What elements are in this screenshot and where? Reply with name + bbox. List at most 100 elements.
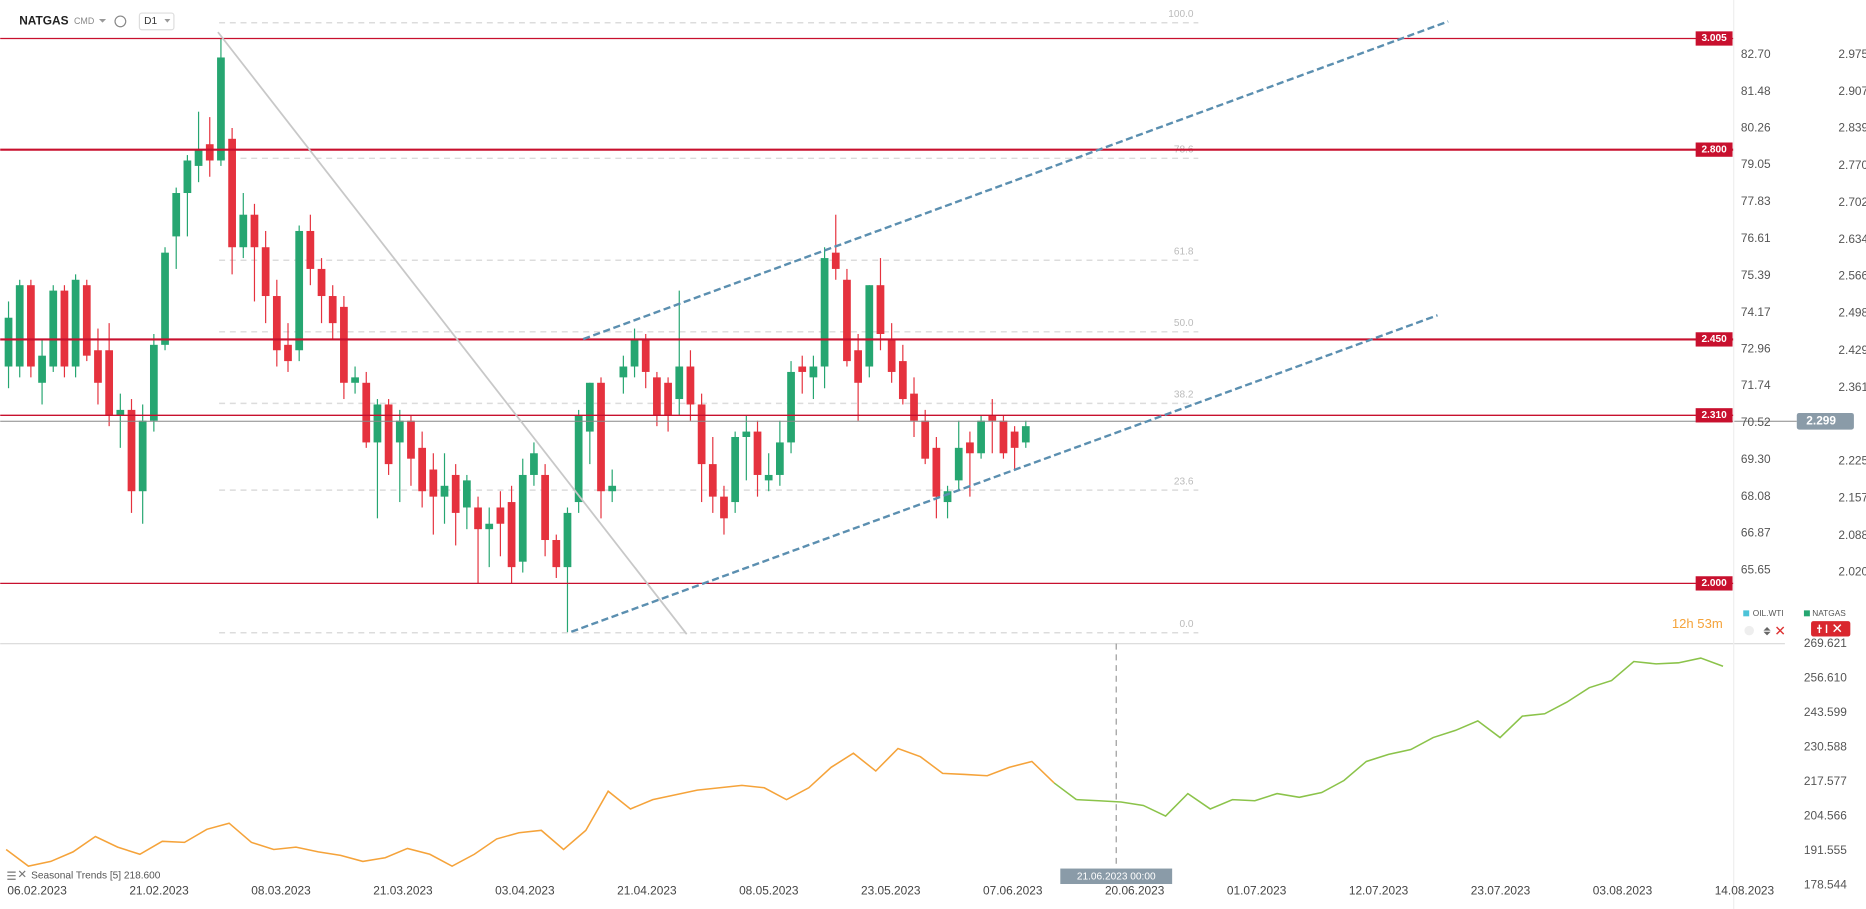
candle-body xyxy=(630,339,639,367)
candle-body xyxy=(563,512,572,568)
candle-body xyxy=(764,474,773,481)
x-tick-label: 03.08.2023 xyxy=(1593,883,1653,897)
candle-body xyxy=(105,350,114,416)
candle-body xyxy=(317,268,326,297)
legend-button-icon xyxy=(1817,624,1842,633)
interval-box[interactable] xyxy=(138,12,175,31)
candle-body xyxy=(653,377,661,416)
seasonal-line xyxy=(5,747,1055,868)
candle-body xyxy=(228,138,236,248)
candle-body xyxy=(127,409,136,492)
y2-tick-label: 80.26 xyxy=(1741,121,1771,135)
dropdown-arrow[interactable] xyxy=(164,19,171,23)
x-tick-label: 20.06.2023 xyxy=(1105,883,1165,897)
candle-body xyxy=(328,296,337,324)
candle-body xyxy=(194,149,203,166)
seasonal-line xyxy=(1076,657,1724,818)
indicator-label: Seasonal Trends [5] 218.600 xyxy=(31,870,161,881)
candle-body xyxy=(205,144,214,161)
y-tick-label: 2.225 xyxy=(1838,454,1866,468)
legend-control[interactable] xyxy=(1763,627,1771,636)
candle-body xyxy=(496,507,505,524)
candle-body xyxy=(597,382,605,492)
legend-swatch xyxy=(1743,610,1750,617)
y2-tick-label: 75.39 xyxy=(1741,268,1771,282)
indicator-value: 218.600 xyxy=(124,870,161,881)
crosshair-label: 21.06.2023 00:00 xyxy=(1077,872,1156,883)
candle-body xyxy=(462,480,471,508)
candle-body xyxy=(619,366,628,378)
candle-body xyxy=(71,279,80,367)
candle-body xyxy=(362,382,371,443)
x-tick-label: 03.04.2023 xyxy=(495,883,555,897)
fib-label: 100.0 xyxy=(1168,9,1194,20)
price-level-box xyxy=(1695,408,1733,423)
channel-lower[interactable] xyxy=(570,314,1438,633)
candle-body xyxy=(440,485,449,497)
interval[interactable]: D1 xyxy=(144,16,157,27)
candle-body xyxy=(608,485,617,492)
info-icon[interactable] xyxy=(114,15,127,28)
candle-body xyxy=(541,474,549,541)
x-tick-label: 21.03.2023 xyxy=(373,883,433,897)
legend-close[interactable] xyxy=(1776,626,1785,635)
candle-body xyxy=(261,247,270,297)
candle-body xyxy=(485,523,494,530)
candle-body xyxy=(966,442,974,454)
price-level-label: 2.310 xyxy=(1701,410,1727,421)
candle-body xyxy=(340,306,348,383)
candle-body xyxy=(116,409,125,416)
candle-body xyxy=(753,431,762,475)
legend-button[interactable] xyxy=(1811,621,1851,637)
candle-body xyxy=(518,474,527,562)
candle-body xyxy=(60,290,69,367)
channel-upper[interactable] xyxy=(582,20,1449,341)
y-tick-label: 2.566 xyxy=(1838,269,1866,283)
fib-label: 61.8 xyxy=(1174,247,1194,258)
x-tick-label: 06.02.2023 xyxy=(7,883,67,897)
candle-body xyxy=(149,344,158,421)
price-level-box xyxy=(1695,576,1733,591)
candle-body xyxy=(474,507,482,530)
legend-entry[interactable]: OIL.WTI xyxy=(1753,608,1784,618)
indicator-close[interactable] xyxy=(18,870,26,878)
instrument-type: CMD xyxy=(74,16,94,26)
legend-control[interactable] xyxy=(1744,625,1754,636)
trend-line[interactable] xyxy=(217,31,688,635)
indicator-icon[interactable] xyxy=(7,871,16,880)
candle-body xyxy=(82,285,91,356)
y2-tick-label: 77.83 xyxy=(1741,194,1771,208)
candle-body xyxy=(407,420,415,459)
candle-body xyxy=(574,415,583,503)
candle-body xyxy=(932,447,941,497)
candle-body xyxy=(664,382,672,416)
x-tick-label: 01.07.2023 xyxy=(1227,883,1287,897)
x-tick-label: 12.07.2023 xyxy=(1349,883,1409,897)
legend-entry[interactable]: NATGAS xyxy=(1812,608,1846,618)
lower-layer xyxy=(5,657,1724,868)
candle-body xyxy=(15,285,24,367)
candle-body xyxy=(787,371,795,443)
legend-swatch xyxy=(1803,610,1810,617)
candle-body xyxy=(384,404,393,465)
dropdown-arrow[interactable] xyxy=(98,19,107,23)
candle-body xyxy=(854,350,862,383)
indicator-name: Seasonal Trends xyxy=(31,870,107,881)
x-tick-label: 23.07.2023 xyxy=(1471,883,1531,897)
symbol[interactable]: NATGAS xyxy=(19,14,68,28)
y-tick-label: 2.020 xyxy=(1838,565,1866,579)
fib-label: 23.6 xyxy=(1174,476,1194,487)
candle-body xyxy=(552,540,561,568)
candle-body xyxy=(977,420,985,454)
candle-body xyxy=(887,339,896,372)
candle-body xyxy=(720,496,728,519)
y2-tick-label: 74.17 xyxy=(1741,305,1771,319)
candle-body xyxy=(272,296,281,351)
candle-body xyxy=(183,160,192,194)
candle-body xyxy=(27,285,35,367)
candle-body xyxy=(675,366,684,400)
y2-tick-label: 82.70 xyxy=(1741,47,1771,61)
y2-tick-label: 71.74 xyxy=(1741,378,1771,392)
candle-body xyxy=(708,464,717,497)
candle-body xyxy=(697,404,706,465)
